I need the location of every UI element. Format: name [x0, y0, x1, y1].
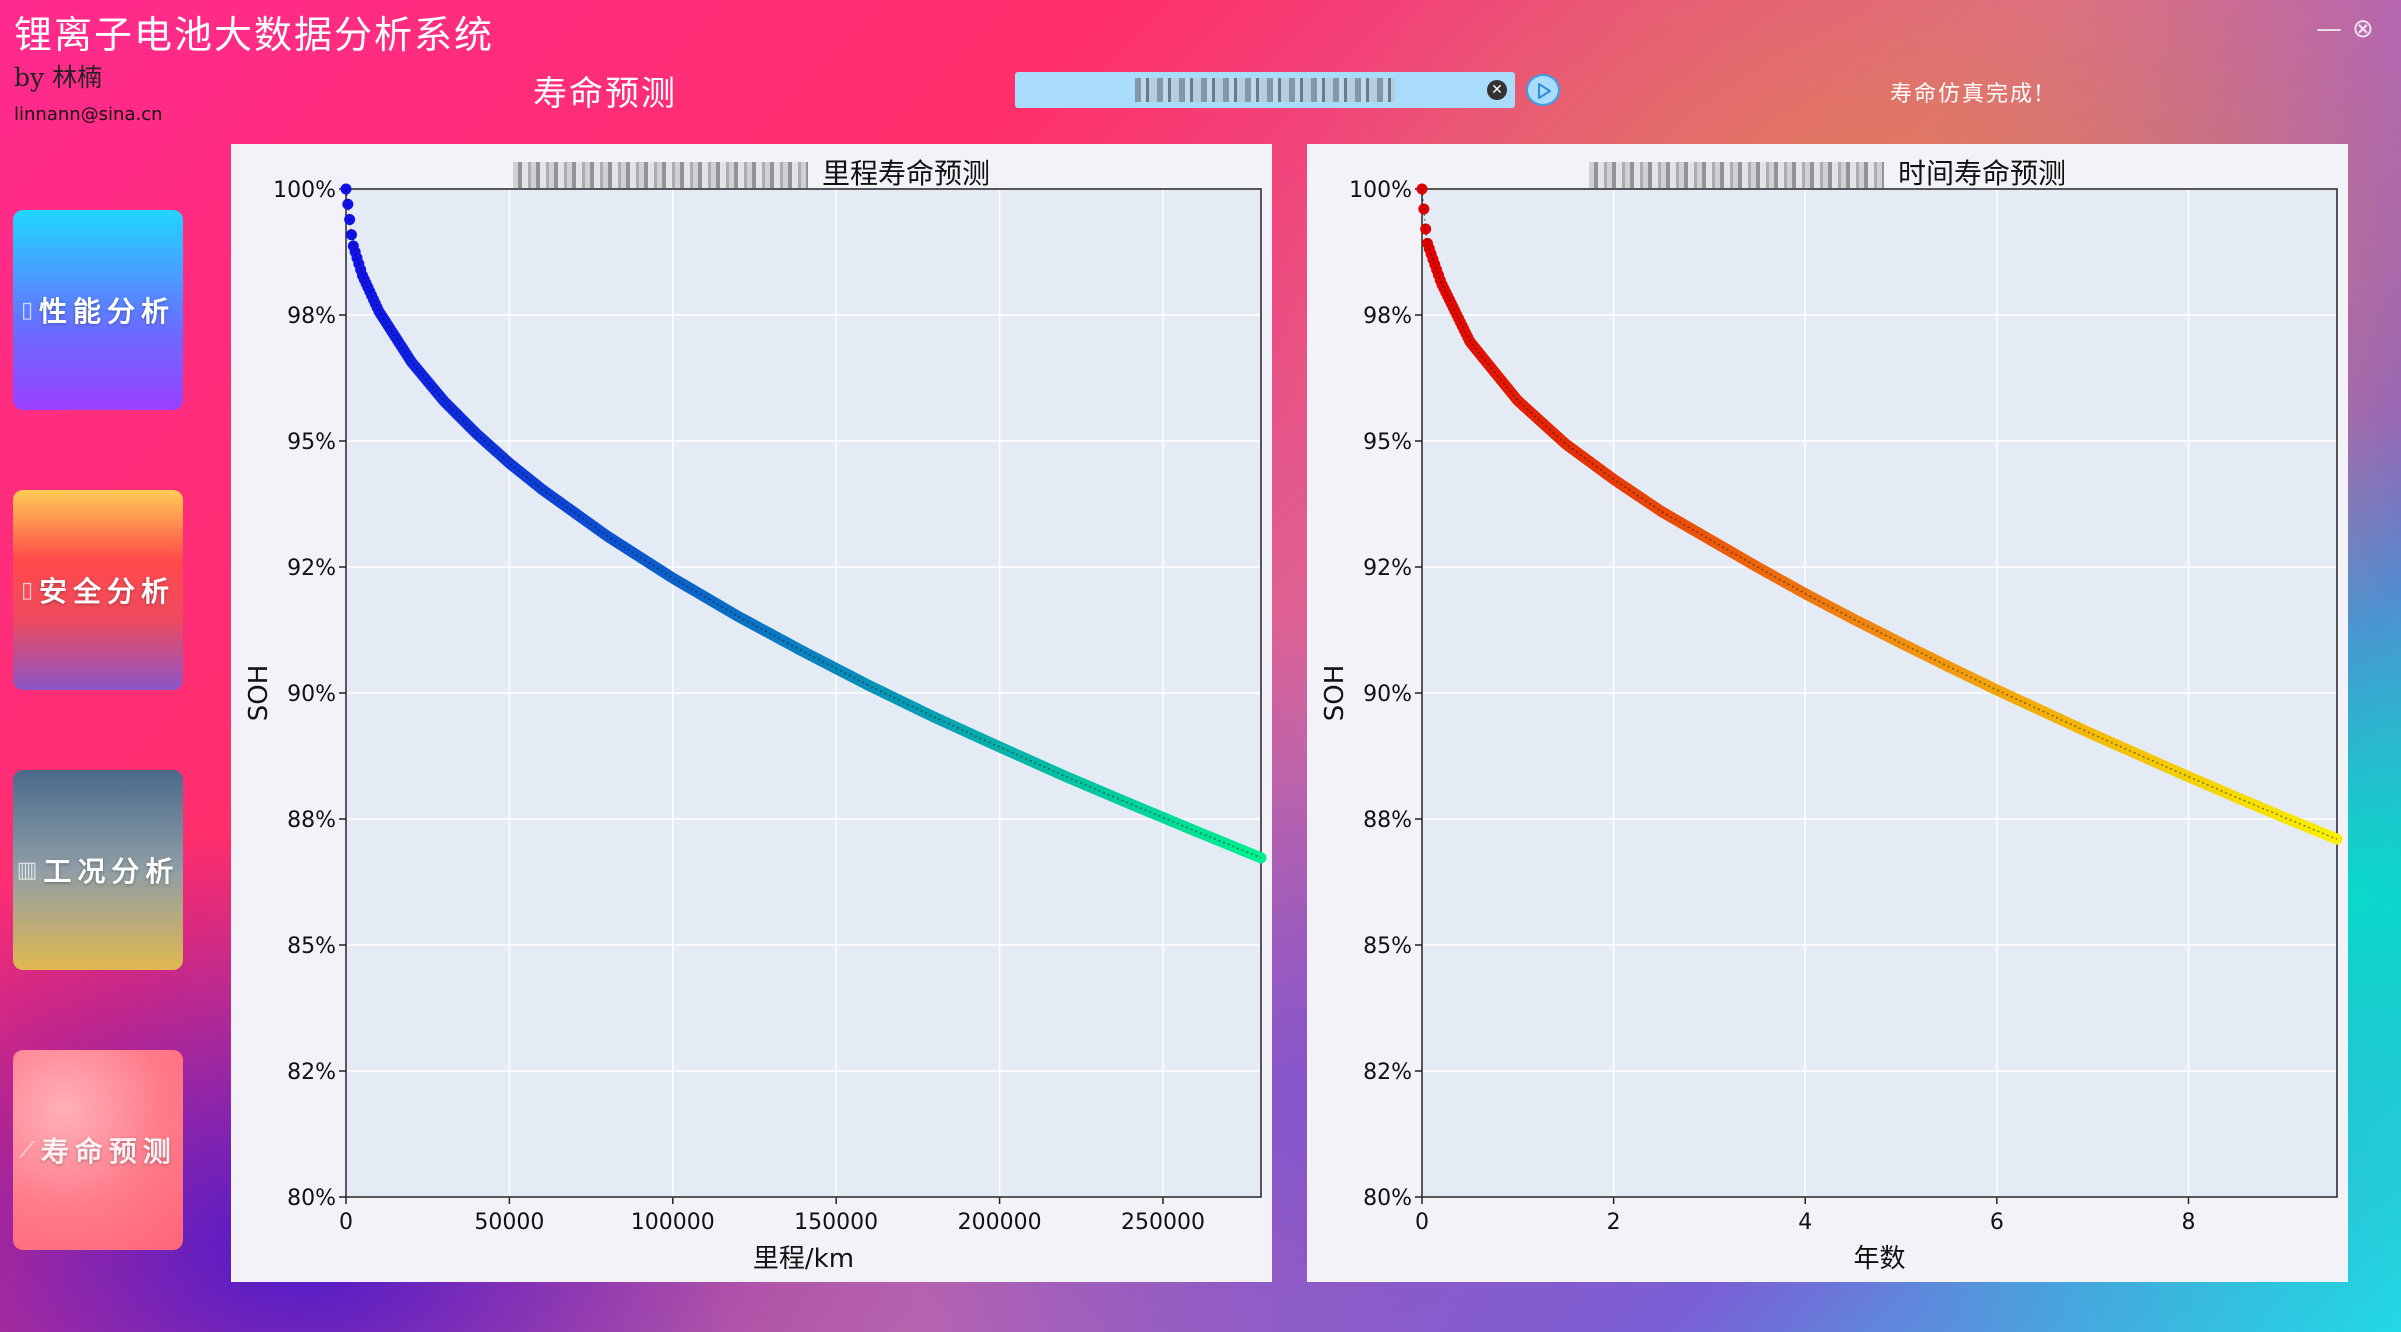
x-tick-label: 50000	[474, 1210, 544, 1235]
file-path-value-redacted	[1135, 78, 1395, 102]
sidebar-item-label: 性能分析	[39, 295, 176, 328]
sidebar-item-condition[interactable]: ▥ 工况分析	[13, 770, 183, 970]
y-tick-label: 90%	[1363, 682, 1412, 707]
y-tick-label: 90%	[287, 682, 336, 707]
x-tick-label: 4	[1798, 1210, 1812, 1235]
x-tick-label: 2	[1607, 1210, 1621, 1235]
y-tick-label: 85%	[1363, 934, 1412, 959]
battery-icon: ▯	[20, 297, 34, 323]
data-point	[340, 183, 352, 195]
series-dotted-line	[1421, 188, 2338, 840]
data-point	[1420, 223, 1432, 235]
series-dotted-line	[345, 188, 1262, 859]
data-point	[2331, 833, 2343, 845]
y-tick-label: 85%	[287, 934, 336, 959]
chart-title: 里程寿命预测	[231, 152, 1272, 192]
plot-frame	[1421, 188, 2338, 1198]
y-tick-label: 88%	[1363, 808, 1412, 833]
sidebar-item-label: 寿命预测	[40, 1135, 177, 1168]
run-button[interactable]	[1526, 74, 1560, 106]
sidebar-item-life[interactable]: ⟋ 寿命预测	[13, 1050, 183, 1250]
author-byline: by 林楠	[14, 63, 103, 92]
bar-chart-icon: ▥	[16, 857, 38, 883]
data-point	[342, 198, 354, 210]
y-tick-label: 92%	[1363, 556, 1412, 581]
status-message: 寿命仿真完成!	[1890, 82, 2045, 107]
y-tick-label: 100%	[273, 178, 336, 203]
line-chart-icon: ⟋	[19, 1137, 35, 1163]
chart-title-text: 里程寿命预测	[821, 157, 990, 190]
data-point	[345, 229, 357, 241]
file-path-input[interactable]: ✕	[1015, 72, 1515, 108]
data-point	[1416, 183, 1428, 195]
chart-title-text: 时间寿命预测	[1897, 157, 2066, 190]
y-tick-label: 92%	[287, 556, 336, 581]
x-tick-label: 0	[339, 1210, 353, 1235]
x-axis-label: 年数	[1853, 1244, 1905, 1274]
chart-title: 时间寿命预测	[1307, 152, 2348, 192]
x-tick-label: 200000	[958, 1210, 1042, 1235]
x-tick-label: 0	[1415, 1210, 1429, 1235]
sidebar-item-label: 安全分析	[39, 575, 176, 608]
plot-frame	[345, 188, 1262, 1198]
y-tick-label: 95%	[1363, 430, 1412, 455]
clear-x-icon[interactable]: ✕	[1487, 80, 1507, 100]
data-point	[1418, 203, 1430, 215]
x-tick-label: 6	[1990, 1210, 2004, 1235]
x-tick-label: 250000	[1121, 1210, 1205, 1235]
mileage-chart-panel: 里程寿命预测 0 50000 100000 150000 200000 250000 80%…	[231, 144, 1272, 1282]
app-title: 锂离子电池大数据分析系统	[14, 13, 495, 57]
y-tick-label: 88%	[287, 808, 336, 833]
y-tick-label: 100%	[1349, 178, 1412, 203]
y-tick-label: 80%	[1363, 1186, 1412, 1211]
y-tick-label: 95%	[287, 430, 336, 455]
y-axis-label: SOH	[244, 665, 274, 722]
x-tick-label: 100000	[631, 1210, 715, 1235]
close-circle-icon[interactable]: ⊗	[2352, 14, 2374, 44]
time-chart: 0 2 4 6 8 80% 82% 85% 88% 90% 92% 95% 98% 100% 年数 SOH	[1320, 178, 2343, 1274]
y-tick-label: 98%	[287, 304, 336, 329]
x-axis-label: 里程/km	[753, 1244, 854, 1274]
page-title: 寿命预测	[533, 74, 677, 114]
y-tick-label: 80%	[287, 1186, 336, 1211]
y-axis-label: SOH	[1320, 665, 1350, 722]
chart-title-redacted	[512, 162, 808, 188]
y-tick-label: 82%	[287, 1060, 336, 1085]
play-icon	[1538, 83, 1551, 99]
sidebar-item-label: 工况分析	[43, 855, 180, 888]
sidebar-item-performance[interactable]: ▯ 性能分析	[13, 210, 183, 410]
time-chart-panel: 时间寿命预测 0 2 4 6 8 80% 82% 85% 88% 90% 92% 95% 98% 100%…	[1307, 144, 2348, 1282]
x-tick-label: 8	[2181, 1210, 2195, 1235]
battery-alert-icon: ▯	[20, 577, 34, 603]
y-tick-label: 98%	[1363, 304, 1412, 329]
sidebar-item-safety[interactable]: ▯ 安全分析	[13, 490, 183, 690]
data-point	[344, 213, 356, 225]
y-tick-label: 82%	[1363, 1060, 1412, 1085]
mileage-chart: 0 50000 100000 150000 200000 250000 80% 82% 85% 8…	[244, 178, 1267, 1274]
data-point	[1255, 852, 1267, 864]
author-email: linnann@sina.cn	[14, 104, 163, 125]
x-tick-label: 150000	[794, 1210, 878, 1235]
minimize-icon[interactable]: —	[2316, 14, 2342, 44]
chart-title-redacted	[1588, 162, 1884, 188]
